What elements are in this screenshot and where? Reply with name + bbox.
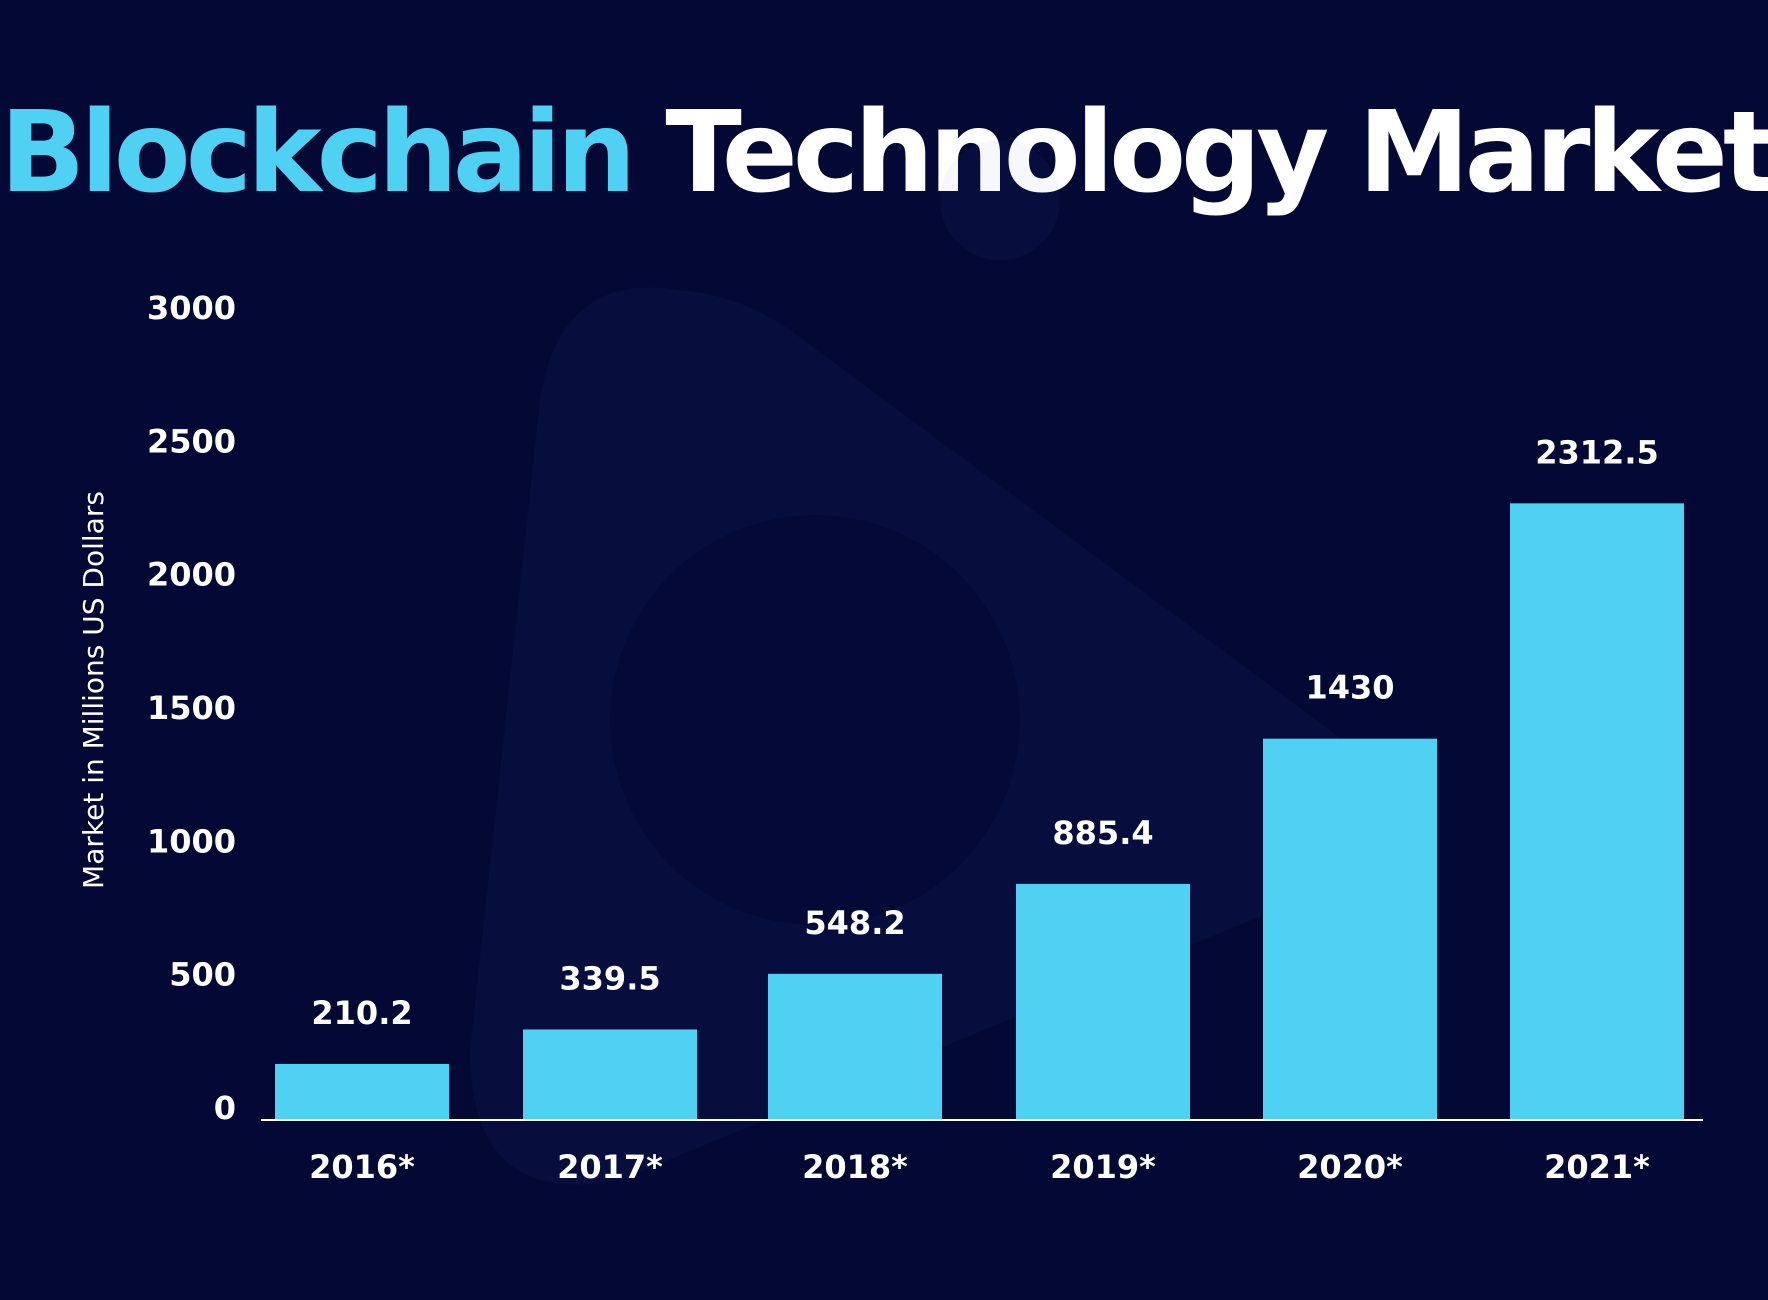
bar-value-label: 885.4 — [1052, 814, 1153, 852]
bar — [768, 973, 942, 1120]
y-axis-label: Market in Millions US Dollars — [77, 491, 110, 889]
y-tick-label: 2000 — [147, 556, 236, 594]
y-tick-label: 3000 — [147, 289, 236, 327]
chart-title: Blockchain Technology Market — [0, 88, 1768, 218]
bar-value-label: 1430 — [1305, 669, 1394, 707]
x-tick-label: 2018* — [802, 1148, 908, 1186]
background-ring — [610, 515, 1020, 925]
bar — [1016, 883, 1190, 1120]
bar — [1263, 738, 1437, 1120]
title-rest: Technology Market — [665, 88, 1768, 218]
bar-value-label: 339.5 — [559, 959, 660, 997]
x-axis-ticks: 2016* 2017* 2018* 2019* 2020* 2021* — [309, 1148, 1650, 1186]
bar — [1510, 503, 1684, 1120]
bars — [275, 503, 1684, 1120]
title-highlight: Blockchain — [0, 88, 636, 218]
y-tick-label: 0 — [214, 1089, 236, 1127]
x-tick-label: 2021* — [1544, 1148, 1650, 1186]
y-tick-label: 500 — [169, 956, 236, 994]
y-tick-label: 2500 — [147, 422, 236, 460]
y-axis-ticks: 0 500 1000 1500 2000 2500 3000 — [147, 289, 236, 1127]
value-labels: 210.2 339.5 548.2 885.4 1430 2312.5 — [311, 433, 1658, 1032]
bar-value-label: 210.2 — [311, 994, 412, 1032]
x-tick-label: 2020* — [1297, 1148, 1403, 1186]
x-tick-label: 2016* — [309, 1148, 415, 1186]
bar-value-label: 2312.5 — [1535, 433, 1658, 471]
bar-value-label: 548.2 — [804, 904, 905, 942]
bar — [523, 1029, 697, 1120]
y-tick-label: 1000 — [147, 822, 236, 860]
bar — [275, 1063, 449, 1120]
x-tick-label: 2017* — [557, 1148, 663, 1186]
y-tick-label: 1500 — [147, 689, 236, 727]
x-tick-label: 2019* — [1050, 1148, 1156, 1186]
